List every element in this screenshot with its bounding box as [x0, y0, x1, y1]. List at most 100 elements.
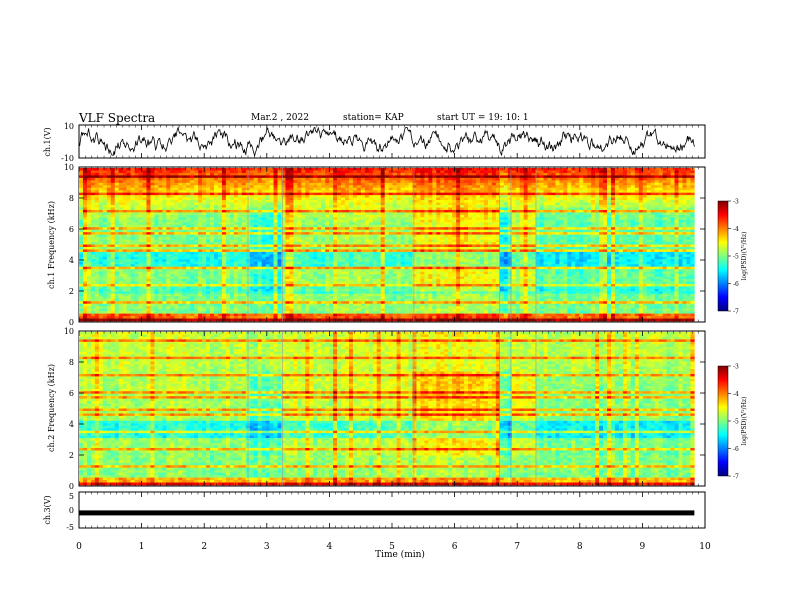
spectrogram-cell: [226, 193, 230, 196]
spectrogram-cell: [690, 203, 694, 206]
spectrogram-cell: [139, 230, 143, 233]
spectrogram-cell: [444, 203, 448, 206]
spectrogram-cell: [202, 220, 206, 223]
spectrogram-cell: [532, 203, 536, 206]
spectrogram-cell: [365, 170, 369, 173]
spectrogram-cell: [143, 168, 147, 171]
spectrogram-cell: [464, 203, 468, 206]
spectrogram-cell: [186, 232, 190, 235]
spectrogram-cell: [432, 193, 436, 196]
spectrogram-cell: [512, 190, 516, 193]
spectrogram-cell: [226, 240, 230, 243]
spectrogram-cell: [119, 247, 123, 250]
spectrogram-cell: [230, 180, 234, 183]
spectrogram-cell: [214, 225, 218, 228]
spectrogram-cell: [146, 200, 150, 203]
spectrogram-cell: [544, 212, 548, 215]
spectrogram-cell: [321, 240, 325, 243]
spectrogram-cell: [555, 235, 559, 238]
spectrogram-cell: [444, 190, 448, 193]
spectrogram-cell: [544, 168, 548, 171]
spectrogram-cell: [682, 225, 686, 228]
spectrogram-cell: [639, 240, 643, 243]
spectrogram-cell: [452, 240, 456, 243]
spectrogram-cell: [254, 180, 258, 183]
spectrogram-cell: [456, 198, 460, 201]
spectrogram-cell: [464, 183, 468, 186]
spectrogram-cell: [377, 175, 381, 178]
spectrogram-cell: [647, 240, 651, 243]
spectrogram-cell: [345, 183, 349, 186]
spectrogram-cell: [369, 235, 373, 238]
spectrogram-cell: [591, 180, 595, 183]
spectrogram-cell: [369, 210, 373, 213]
spectrogram-cell: [559, 232, 563, 235]
spectrogram-cell: [607, 212, 611, 215]
spectrogram-cell: [659, 183, 663, 186]
spectrogram-cell: [369, 220, 373, 223]
spectrogram-cell: [480, 168, 484, 171]
spectrogram-cell: [643, 203, 647, 206]
spectrogram-cell: [532, 195, 536, 198]
spectrogram-cell: [559, 220, 563, 223]
spectrogram-cell: [659, 198, 663, 201]
spectrogram-cell: [412, 183, 416, 186]
spectrogram-cell: [309, 215, 313, 218]
spectrogram-cell: [464, 195, 468, 198]
spectrogram-cell: [198, 205, 202, 208]
spectrogram-cell: [504, 235, 508, 238]
spectrogram-cell: [492, 200, 496, 203]
spectrogram-cell: [166, 170, 170, 173]
spectrogram-cell: [262, 210, 266, 213]
spectrogram-cell: [671, 207, 675, 210]
spectrogram-cell: [607, 225, 611, 228]
spectrogram-cell: [285, 212, 289, 215]
spectrogram-cell: [373, 217, 377, 220]
spectrogram-cell: [500, 232, 504, 235]
spectrogram-cell: [559, 168, 563, 171]
spectrogram-cell: [591, 235, 595, 238]
spectrogram-cell: [222, 170, 226, 173]
spectrogram-cell: [170, 245, 174, 248]
spectrogram-cell: [528, 225, 532, 228]
spectrogram-cell: [571, 232, 575, 235]
spectrogram-cell: [262, 232, 266, 235]
spectrogram-cell: [647, 175, 651, 178]
spectrogram-cell: [119, 235, 123, 238]
spectrogram-cell: [162, 178, 166, 181]
spectrogram-cell: [127, 185, 131, 188]
spectrogram-cell: [103, 170, 107, 173]
spectrogram-cell: [194, 180, 198, 183]
spectrogram-cell: [198, 203, 202, 206]
spectrogram-cell: [547, 235, 551, 238]
spectrogram-cell: [639, 173, 643, 176]
spectrogram-cell: [405, 195, 409, 198]
spectrogram-cell: [270, 210, 274, 213]
spectrogram-cell: [440, 175, 444, 178]
spectrogram-cell: [258, 217, 262, 220]
spectrogram-cell: [139, 193, 143, 196]
spectrogram-cell: [115, 225, 119, 228]
spectrogram-cell: [309, 195, 313, 198]
spectrogram-cell: [444, 168, 448, 171]
spectrogram-cell: [488, 198, 492, 201]
spectrogram-cell: [166, 198, 170, 201]
spectrogram-cell: [540, 180, 544, 183]
spectrogram-cell: [480, 235, 484, 238]
spectrogram-cell: [337, 203, 341, 206]
spectrogram-cell: [222, 245, 226, 248]
spectrogram-cell: [401, 188, 405, 191]
spectrogram-cell: [416, 188, 420, 191]
spectrogram-cell: [158, 207, 162, 210]
spectrogram-cell: [143, 195, 147, 198]
spectrogram-cell: [571, 235, 575, 238]
spectrogram-cell: [254, 173, 258, 176]
spectrogram-cell: [83, 203, 87, 206]
spectrogram-cell: [369, 188, 373, 191]
spectrogram-cell: [111, 203, 115, 206]
spectrogram-cell: [162, 173, 166, 176]
spectrogram-cell: [663, 175, 667, 178]
spectrogram-cell: [468, 237, 472, 240]
spectrogram-cell: [635, 173, 639, 176]
spectrogram-cell: [111, 247, 115, 250]
